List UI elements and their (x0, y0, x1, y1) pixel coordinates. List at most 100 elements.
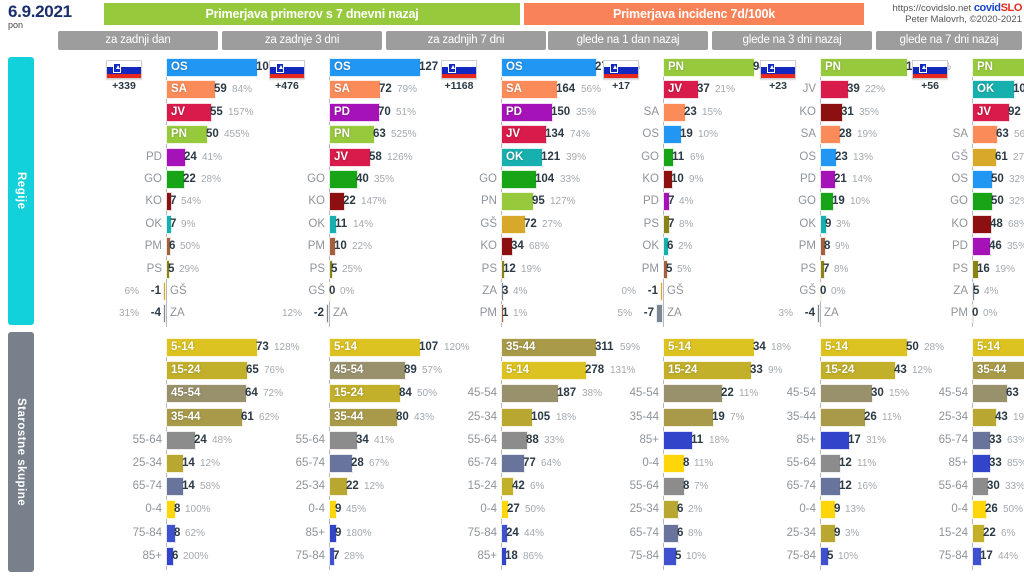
bar-row[interactable]: 45-54 64 72% (104, 384, 283, 404)
credit-url[interactable]: https://covidslo.net (892, 3, 972, 14)
bar-row[interactable]: OK 6 2% (612, 237, 772, 257)
bar-row[interactable]: 35-44 61 62% (104, 407, 279, 427)
bar-row[interactable]: PD 70 51% (271, 102, 434, 122)
bar-row[interactable]: 15-24 84 50% (271, 384, 437, 404)
bar-row[interactable]: 0-4 9 13% (776, 500, 928, 520)
subtab-0[interactable]: za zadnji dan (58, 31, 218, 50)
bar-row[interactable]: 45-54 30 15% (776, 384, 928, 404)
bar-row[interactable]: 85+ 17 31% (776, 430, 928, 450)
bar-row[interactable]: 75-84 5 10% (612, 546, 772, 566)
bar-row[interactable]: 0-4 27 50% (438, 500, 608, 520)
bar-row[interactable]: 75-84 8 62% (104, 523, 267, 543)
bar-row[interactable]: 15-24 65 76% (104, 361, 284, 381)
bar-row[interactable]: PS 16 19% (932, 259, 1024, 279)
bar-row[interactable]: -2 12% ZA (271, 304, 434, 324)
bar-row[interactable]: OS 19 10% (612, 125, 772, 145)
bar-row[interactable]: 65-74 33 63% (932, 430, 1024, 450)
bar-row[interactable]: 65-74 6 8% (612, 523, 772, 543)
bar-row[interactable]: SA 23 15% (612, 102, 772, 122)
bar-row[interactable]: JV 58 126% (271, 147, 434, 167)
bar-row[interactable]: 55-64 12 11% (776, 454, 928, 473)
subtab-1[interactable]: za zadnje 3 dni (222, 31, 382, 50)
bar-row[interactable]: 15-24 22 6% (932, 523, 1024, 543)
bar-row[interactable]: 35-44 311 59% (438, 338, 640, 357)
bar-row[interactable]: 35-44 80 43% (271, 407, 434, 427)
bar-row[interactable]: -1 6% GŠ (104, 282, 267, 301)
bar-row[interactable]: 0-4 8 100% (104, 500, 267, 520)
bar-row[interactable]: -1 0% GŠ (612, 282, 772, 301)
bar-row[interactable]: OK 7 9% (104, 214, 267, 234)
bar-row[interactable]: 45-54 187 38% (438, 384, 608, 404)
bar-row[interactable]: 25-34 6 2% (612, 500, 772, 520)
bar-row[interactable]: PN11858% (776, 58, 951, 77)
bar-row[interactable]: GŠ 72 27% (438, 214, 608, 234)
bar-row[interactable]: OS12747% (271, 58, 464, 77)
bar-row[interactable]: JV 37 21% (612, 80, 772, 100)
bar-row[interactable]: 85+ 33 85% (932, 454, 1024, 473)
bar-row[interactable]: GŠ 0 0% (271, 282, 434, 301)
bar-row[interactable]: JV 39 22% (776, 80, 928, 100)
bar-row[interactable]: SA 28 19% (776, 125, 928, 145)
bar-row[interactable]: 5-14 50 28% (776, 338, 944, 357)
bar-row[interactable]: GŠ 61 27% (932, 147, 1024, 167)
bar-row[interactable]: PD 150 35% (438, 102, 608, 122)
bar-row[interactable]: PN9442% (612, 58, 791, 77)
bar-row[interactable]: PD 21 14% (776, 170, 928, 189)
bar-row[interactable]: SA 164 56% (438, 80, 608, 100)
bar-row[interactable]: 0-4 9 45% (271, 500, 434, 520)
bar-row[interactable]: PM 0 0% (932, 304, 1024, 324)
bar-row[interactable]: KO 48 68% (932, 214, 1024, 234)
bar-row[interactable]: 35-44 19 7% (612, 407, 772, 427)
bar-row[interactable]: OS27833% (438, 58, 640, 77)
bar-row[interactable]: 0-4 26 50% (932, 500, 1024, 520)
bar-row[interactable]: JV9275% (932, 102, 1024, 122)
bar-row[interactable]: KO 22 147% (271, 192, 434, 212)
bar-row[interactable]: PN179127% (932, 58, 1024, 77)
bar-row[interactable]: ZA 5 4% (932, 282, 1024, 301)
bar-row[interactable]: 25-34 43 19% (932, 407, 1024, 427)
bar-row[interactable]: PS 5 29% (104, 259, 267, 279)
bar-row[interactable]: 55-64 24 48% (104, 430, 267, 450)
bar-row[interactable]: SA 72 79% (271, 80, 434, 100)
bar-row[interactable]: 25-34 22 12% (271, 477, 434, 497)
bar-row[interactable]: 35-44 26 11% (776, 407, 928, 427)
bar-row[interactable]: PN 95 127% (438, 192, 608, 212)
bar-row[interactable]: 5-14 73 128% (104, 338, 300, 357)
bar-row[interactable]: 75-84 17 44% (932, 546, 1024, 566)
bar-row[interactable]: 65-74 12 16% (776, 477, 928, 497)
bar-row[interactable]: PS 7 8% (612, 214, 772, 234)
bar-row[interactable]: PS 5 25% (271, 259, 434, 279)
bar-row[interactable]: 55-64 34 41% (271, 430, 434, 450)
bar-row[interactable]: 25-34 9 3% (776, 523, 928, 543)
bar-row[interactable]: OK 9 3% (776, 214, 928, 234)
bar-row[interactable]: JV 134 74% (438, 125, 608, 145)
bar-row[interactable]: PS 12 19% (438, 259, 608, 279)
bar-row[interactable]: 0-4 8 11% (612, 454, 772, 473)
bar-row[interactable]: 75-84 7 28% (271, 546, 434, 566)
bar-row[interactable]: -7 5% ZA (612, 304, 772, 324)
bar-row[interactable]: GO 22 28% (104, 170, 267, 189)
bar-row[interactable]: PS 7 8% (776, 259, 928, 279)
bar-row[interactable]: 55-64 30 33% (932, 477, 1024, 497)
bar-row[interactable]: 45-54 89 57% (271, 361, 442, 381)
bar-row[interactable]: OS10982% (104, 58, 301, 77)
bar-row[interactable]: OK 121 39% (438, 147, 608, 167)
bar-row[interactable]: OS 50 32% (932, 170, 1024, 189)
bar-row[interactable]: 75-84 24 44% (438, 523, 608, 543)
bar-row[interactable]: PM 8 9% (776, 237, 928, 257)
subtab-3[interactable]: glede na 1 dan nazaj (548, 31, 708, 50)
bar-row[interactable]: 55-64 88 33% (438, 430, 608, 450)
bar-row[interactable]: OK 11 14% (271, 214, 434, 234)
bar-row[interactable]: -4 3% ZA (776, 304, 928, 324)
bar-row[interactable]: 35-4410159% (932, 361, 1024, 381)
bar-row[interactable]: 65-74 14 58% (104, 477, 267, 497)
bar-row[interactable]: PM 6 50% (104, 237, 267, 257)
bar-row[interactable]: GO 50 32% (932, 192, 1024, 212)
bar-row[interactable]: 25-34 14 12% (104, 454, 267, 473)
bar-row[interactable]: KO 10 9% (612, 170, 772, 189)
bar-row[interactable]: 85+ 18 86% (438, 546, 608, 566)
bar-row[interactable]: KO 31 35% (776, 102, 928, 122)
bar-row[interactable]: 45-546338% (932, 384, 1024, 404)
bar-row[interactable]: 5-14128131% (932, 338, 1024, 357)
bar-row[interactable]: PM 10 22% (271, 237, 434, 257)
